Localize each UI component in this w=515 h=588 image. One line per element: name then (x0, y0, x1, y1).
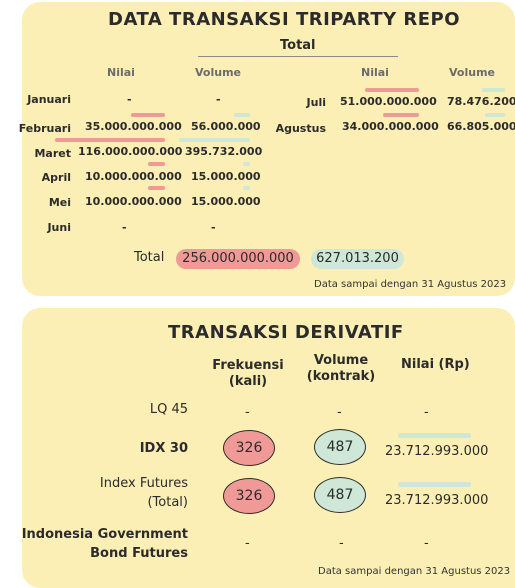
deriv-row-name: IDX 30 (139, 441, 188, 456)
repo-volume: 395.732.000 (185, 145, 263, 158)
repo-month: Maret (34, 147, 71, 160)
repo-volume: - (216, 93, 221, 106)
nilai-bar (148, 186, 165, 190)
volume-circle: 487 (314, 477, 366, 513)
repo-nilai: 35.000.000.000 (85, 120, 182, 133)
deriv-nilai: - (424, 536, 429, 551)
repo-nilai: 51.000.000.000 (340, 95, 437, 108)
repo-volume: 15.000.000 (191, 170, 261, 183)
deriv-row-name: LQ 45 (149, 402, 188, 417)
deriv-col-volume-line1: Volume (313, 353, 369, 368)
nilai-bar (365, 88, 419, 92)
repo-month: April (41, 171, 71, 184)
deriv-nilai: 23.712.993.000 (385, 493, 489, 508)
repo-volume: 66.805.000 (447, 120, 515, 133)
deriv-row-name-line2: (Total) (147, 495, 188, 510)
deriv-volume: - (339, 536, 344, 551)
deriv-nilai: 23.712.993.000 (385, 444, 489, 459)
deriv-nilai: - (424, 405, 429, 420)
repo-volume: 78.476.200 (447, 95, 515, 108)
deriv-row-name: Index Futures (Total) (100, 474, 188, 512)
deriv-row-name-line1: Indonesia Government (21, 527, 188, 542)
repo-title: DATA TRANSAKSI TRIPARTY REPO (108, 9, 461, 30)
frekuensi-circle: 326 (223, 430, 275, 466)
nilai-bar (55, 138, 165, 142)
deriv-row-name-line1: Index Futures (99, 476, 188, 491)
repo-col-nilai-right: Nilai (361, 66, 389, 79)
nilai-bar (398, 482, 471, 487)
repo-total-label: Total (134, 250, 165, 265)
repo-card (22, 2, 515, 296)
volume-bar (243, 162, 250, 166)
repo-nilai: 34.000.000.000 (342, 120, 439, 133)
repo-col-volume-right: Volume (449, 66, 495, 79)
repo-nilai: - (122, 221, 127, 234)
repo-total-nilai-pill: 256.000.000.000 (176, 249, 300, 269)
repo-note: Data sampai dengan 31 Agustus 2023 (314, 279, 507, 290)
deriv-col-volume-line2: (kontrak) (306, 369, 376, 384)
deriv-row-name: Indonesia Government Bond Futures (22, 525, 188, 563)
deriv-col-nilai: Nilai (Rp) (401, 357, 470, 372)
deriv-frekuensi: - (245, 405, 250, 420)
repo-total-volume-pill: 627.013.200 (311, 249, 404, 269)
repo-nilai: 10.000.000.000 (85, 195, 182, 208)
deriv-note: Data sampai dengan 31 Agustus 2023 (318, 566, 511, 577)
repo-total-header: Total (280, 38, 316, 53)
repo-month: Mei (48, 196, 71, 209)
volume-bar (179, 138, 250, 142)
repo-month: Februari (18, 122, 71, 135)
repo-month: Juni (47, 221, 71, 234)
repo-nilai: 116.000.000.000 (78, 145, 183, 158)
repo-month: Juli (306, 96, 326, 109)
repo-nilai: - (127, 93, 132, 106)
repo-volume: 15.000.000 (191, 195, 261, 208)
deriv-frekuensi: - (245, 536, 250, 551)
nilai-bar (383, 113, 419, 117)
frekuensi-circle: 326 (223, 478, 275, 514)
deriv-row-name-line2: Bond Futures (90, 546, 188, 561)
volume-bar (485, 113, 505, 117)
deriv-col-frekuensi-line1: Frekuensi (212, 358, 284, 373)
deriv-col-frekuensi: Frekuensi (kali) (212, 358, 284, 390)
deriv-title: TRANSAKSI DERIVATIF (168, 322, 404, 343)
deriv-col-volume: Volume (kontrak) (306, 353, 376, 385)
volume-bar (482, 88, 505, 92)
volume-bar (243, 186, 250, 190)
deriv-volume: - (337, 405, 342, 420)
nilai-bar (131, 113, 165, 117)
repo-total-divider (198, 56, 398, 57)
volume-circle: 487 (314, 429, 366, 465)
repo-col-volume-left: Volume (195, 66, 241, 79)
volume-bar (234, 113, 250, 117)
repo-month: Januari (27, 93, 71, 106)
repo-nilai: 10.000.000.000 (85, 170, 182, 183)
repo-volume: 56.000.000 (191, 120, 261, 133)
nilai-bar (398, 433, 471, 438)
repo-month: Agustus (275, 122, 326, 135)
deriv-col-frekuensi-line2: (kali) (228, 374, 268, 389)
repo-col-nilai-left: Nilai (107, 66, 135, 79)
nilai-bar (148, 162, 165, 166)
repo-volume: - (211, 221, 216, 234)
